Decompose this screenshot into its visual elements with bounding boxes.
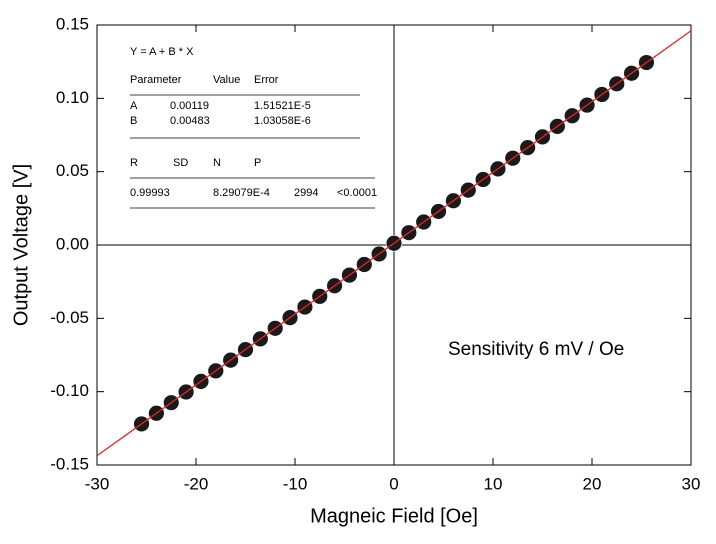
param-error: 1.03058E-6 — [254, 115, 311, 127]
param-name: B — [130, 115, 137, 127]
x-tick-label: -20 — [184, 474, 209, 493]
table-rules — [130, 94, 375, 209]
y-tick-label: 0.05 — [56, 161, 89, 180]
stats-value: 2994 — [294, 187, 318, 199]
stats-value: 8.29079E-4 — [213, 187, 270, 199]
y-tick-label: 0.10 — [56, 88, 89, 107]
fit-equation: Y = A + B * X — [130, 46, 194, 58]
stats-value: 0.99993 — [130, 187, 170, 199]
y-tick-label: -0.10 — [50, 381, 89, 400]
x-tick-label: 0 — [389, 474, 398, 493]
table-header: Error — [254, 74, 279, 86]
y-tick-label: -0.15 — [50, 454, 89, 473]
x-axis-label: Magneic Field [Oe] — [310, 505, 478, 527]
x-tick-label: -30 — [85, 474, 110, 493]
y-tick-label: 0.15 — [56, 14, 89, 33]
table-header: Value — [213, 74, 240, 86]
param-error: 1.51521E-5 — [254, 100, 311, 112]
stats-header: N — [213, 157, 221, 169]
stats-header: R — [130, 157, 138, 169]
x-tick-label: 10 — [484, 474, 503, 493]
stats-value: <0.0001 — [337, 187, 377, 199]
x-tick-label: 20 — [583, 474, 602, 493]
stats-header: SD — [173, 157, 188, 169]
fit-line — [97, 30, 691, 457]
x-tick-label: 30 — [682, 474, 701, 493]
param-value: 0.00119 — [170, 100, 209, 112]
param-name: A — [130, 100, 138, 112]
y-axis-label: Output Voltage [V] — [10, 164, 32, 326]
table-header: Parameter — [130, 74, 182, 86]
y-tick-label: -0.05 — [50, 308, 89, 327]
annotation: Sensitivity 6 mV / Oe — [448, 339, 624, 360]
param-value: 0.00483 — [170, 115, 210, 127]
y-tick-label: 0.00 — [56, 234, 89, 253]
x-tick-label: -10 — [283, 474, 308, 493]
stats-header: P — [254, 157, 261, 169]
